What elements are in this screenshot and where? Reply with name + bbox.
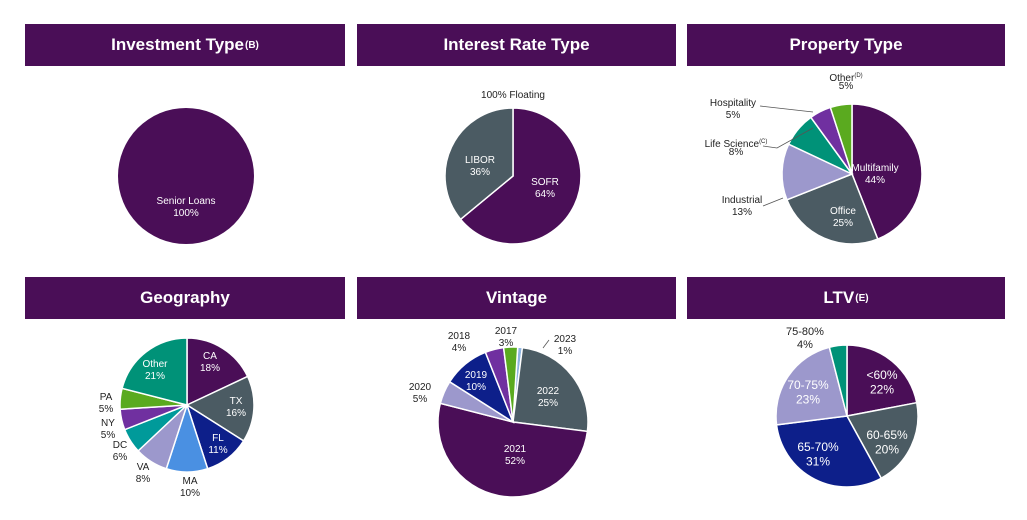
geography-header: Geography bbox=[25, 277, 345, 319]
property-type-leader-2 bbox=[762, 197, 784, 207]
property-type-slice-other bbox=[829, 103, 853, 175]
vintage-label-1: 2022 25% bbox=[537, 386, 560, 409]
ltv-label-4: 75-80% 4% bbox=[786, 326, 824, 351]
vintage-label-3: 2020 5% bbox=[409, 382, 432, 405]
vintage-label-4: 2019 10% bbox=[465, 370, 488, 393]
vintage-label-0: 2023 1% bbox=[554, 334, 577, 357]
property-type-label-1: Office 25% bbox=[830, 206, 856, 229]
vintage-slice-2017 bbox=[502, 346, 519, 423]
ltv-footnote: (E) bbox=[855, 292, 869, 304]
property-type-slice-multifamily bbox=[851, 103, 923, 241]
property-type-slice-industrial bbox=[781, 143, 854, 201]
property-type-header: Property Type bbox=[687, 24, 1005, 66]
geography-label-1: TX 16% bbox=[226, 396, 246, 419]
geography-label-7: PA 5% bbox=[99, 392, 114, 415]
vintage-leader-0 bbox=[542, 339, 550, 349]
interest-rate-type-title: Interest Rate Type bbox=[443, 35, 590, 54]
geography-title: Geography bbox=[140, 288, 230, 307]
vintage-label-2: 2021 52% bbox=[504, 444, 527, 467]
property-type-pie-chart: Multifamily 44% Office 25% Industrial 13% Life… bbox=[705, 73, 923, 245]
vintage-label-6: 2017 3% bbox=[495, 326, 518, 349]
ltv-label-3: 70-75% 23% bbox=[787, 378, 829, 406]
geography-slice-other bbox=[121, 337, 188, 406]
geography-label-3: MA 10% bbox=[180, 476, 200, 499]
geography-label-4: VA 8% bbox=[136, 462, 151, 485]
property-type-label-4: Hospitality 5% bbox=[710, 98, 756, 121]
geography-pie-chart: CA 18% TX 16% FL 11% MA 10% VA 8% DC 6%NY 5% PA 5% Othe… bbox=[99, 337, 255, 499]
ltv-slice-65-70 bbox=[775, 415, 883, 488]
interest-rate-type-slice-libor bbox=[444, 107, 514, 221]
ltv-pie-chart: <60% 22% 60-65% 20% 65-70% 31% 70-75% 23% 75-80%… bbox=[775, 326, 919, 488]
vintage-label-5: 2018 4% bbox=[448, 331, 471, 354]
interest-rate-type-label-1: LIBOR 36% bbox=[465, 155, 495, 178]
geography-slice-ca bbox=[186, 337, 249, 407]
geography-label-6: NY 5% bbox=[101, 418, 116, 441]
vintage-slice-2022 bbox=[512, 346, 589, 433]
ltv-slice-60 bbox=[846, 344, 918, 417]
ltv-label-0: <60% 22% bbox=[866, 368, 897, 396]
vintage-pie-chart: 2023 1% 2022 25% 2021 52% 2020 5% 2019 10% 2018 4% 2… bbox=[409, 326, 589, 498]
property-type-leader-4 bbox=[759, 105, 814, 113]
ltv-slice-70-75 bbox=[775, 346, 848, 426]
investment-type-pie-chart: Senior Loans 100% bbox=[118, 108, 254, 244]
vintage-slice-2021 bbox=[437, 402, 589, 498]
ltv-slice-75-80 bbox=[828, 344, 848, 417]
interest-rate-type-annotation: 100% Floating bbox=[481, 90, 545, 101]
investment-type-label-0: Senior Loans 100% bbox=[157, 196, 216, 219]
investment-type-title: Investment Type bbox=[111, 35, 244, 54]
geography-label-8: Other 21% bbox=[142, 359, 168, 382]
property-type-label-5: Other(D) 5% bbox=[829, 73, 862, 92]
property-type-label-3: Life Science(C) 8% bbox=[705, 139, 768, 158]
geography-label-0: CA 18% bbox=[200, 351, 220, 374]
ltv-title: LTV bbox=[823, 288, 855, 307]
interest-rate-type-header: Interest Rate Type bbox=[357, 24, 676, 66]
ltv-slice-60-65 bbox=[845, 401, 919, 480]
geography-label-2: FL 11% bbox=[208, 433, 227, 456]
property-type-leader-3 bbox=[762, 127, 814, 149]
property-type-title: Property Type bbox=[789, 35, 903, 54]
property-type-label-0: Multifamily 44% bbox=[851, 163, 898, 186]
geography-slice-tx bbox=[185, 375, 255, 442]
vintage-header: Vintage bbox=[357, 277, 676, 319]
ltv-label-1: 60-65% 20% bbox=[866, 428, 908, 456]
investment-type-header: Investment Type (B) bbox=[25, 24, 345, 66]
geography-label-5: DC 6% bbox=[113, 440, 128, 463]
interest-rate-type-pie-chart: SOFR 64% LIBOR 36% 100% Floating bbox=[444, 90, 582, 245]
property-type-label-2: Industrial 13% bbox=[722, 195, 763, 218]
investment-type-footnote: (B) bbox=[245, 39, 259, 51]
ltv-header: LTV (E) bbox=[687, 277, 1005, 319]
investment-type-slice-senior-loans bbox=[118, 108, 254, 244]
ltv-label-2: 65-70% 31% bbox=[797, 440, 839, 468]
vintage-title: Vintage bbox=[485, 288, 548, 307]
interest-rate-type-label-0: SOFR 64% bbox=[531, 177, 559, 200]
interest-rate-type-slice-sofr bbox=[459, 107, 582, 245]
